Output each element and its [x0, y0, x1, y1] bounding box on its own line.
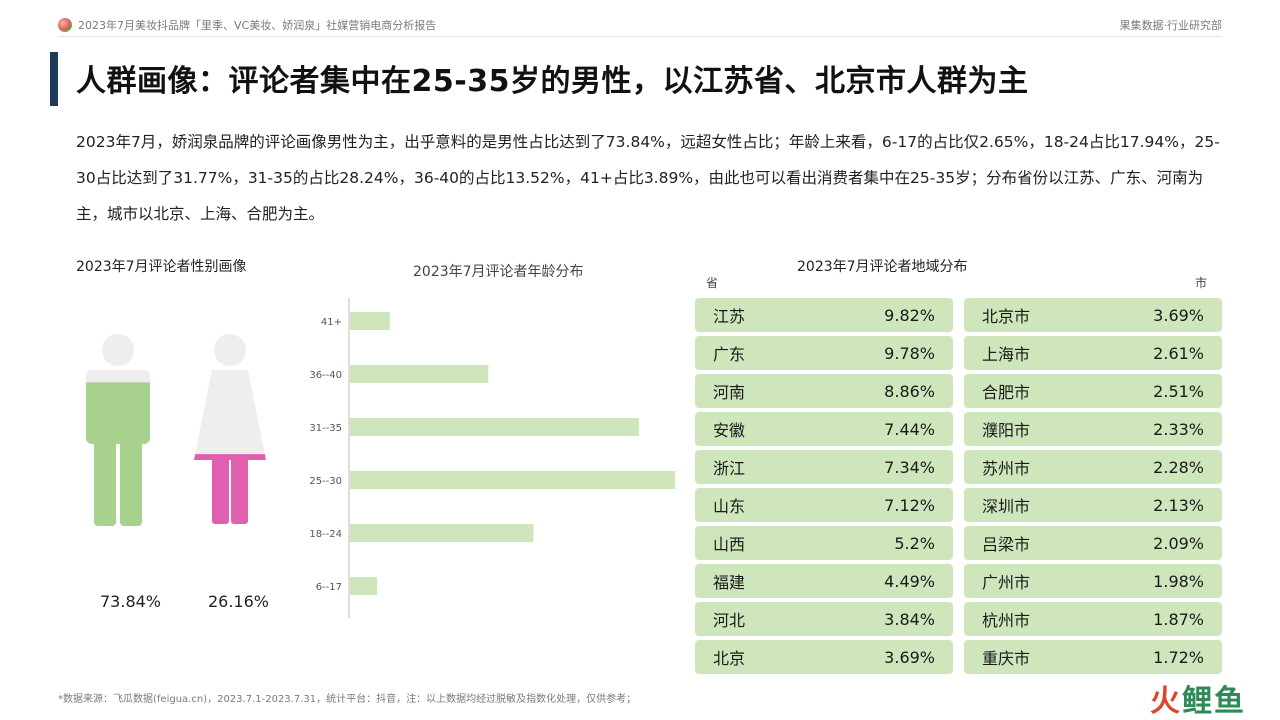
age-bar-18--24 — [350, 524, 534, 542]
province-name: 山西 — [713, 535, 746, 554]
province-value: 8.86% — [884, 381, 935, 401]
city-column-header: 市 — [1195, 276, 1208, 290]
male-percentage: 73.84% — [100, 592, 162, 611]
province-row: 江苏 9.82% — [695, 298, 953, 332]
province-row: 河北 3.84% — [695, 602, 953, 636]
report-header: 2023年7月美妆抖品牌「里季、VC美妆、娇润泉」社媒营销电商分析报告 — [58, 17, 436, 33]
female-percentage: 26.16% — [208, 592, 270, 611]
province-value: 7.34% — [884, 457, 935, 477]
province-value: 9.78% — [884, 343, 935, 363]
male-figure-icon — [86, 334, 150, 526]
age-bar-6--17 — [350, 577, 378, 595]
age-distribution-chart: 41+ 36--40 31--35 25--30 18--24 6--17 — [309, 298, 675, 618]
city-name: 濮阳市 — [982, 421, 1031, 440]
age-tick-label: 25--30 — [309, 476, 342, 487]
age-chart-title: 2023年7月评论者年龄分布 — [413, 264, 584, 280]
city-row: 北京市 3.69% — [964, 298, 1222, 332]
province-name: 福建 — [713, 573, 746, 592]
city-name: 合肥市 — [982, 383, 1031, 402]
age-tick-label: 6--17 — [316, 582, 342, 593]
province-row: 浙江 7.34% — [695, 450, 953, 484]
report-header-source: 果集数据·行业研究部 — [1119, 19, 1223, 32]
age-tick-label: 41+ — [321, 317, 342, 328]
city-value: 3.69% — [1153, 305, 1204, 325]
province-value: 7.44% — [884, 419, 935, 439]
age-tick-label: 18--24 — [309, 529, 342, 540]
city-value: 1.98% — [1153, 571, 1204, 591]
page-title: 人群画像：评论者集中在25-35岁的男性，以江苏省、北京市人群为主 — [76, 64, 1029, 99]
province-row: 山东 7.12% — [695, 488, 953, 522]
province-row: 北京 3.69% — [695, 640, 953, 674]
age-bar-36--40 — [350, 365, 489, 383]
city-name: 北京市 — [982, 307, 1031, 326]
city-value: 2.09% — [1153, 533, 1204, 553]
province-row: 河南 8.86% — [695, 374, 953, 408]
city-row: 苏州市 2.28% — [964, 450, 1222, 484]
province-value: 7.12% — [884, 495, 935, 515]
province-list: 江苏 9.82% 广东 9.78% 河南 8.86% 安徽 7.44% 浙江 7.34% 山东 7.1… — [695, 298, 953, 674]
age-bar-25--30 — [350, 471, 675, 489]
city-name: 苏州市 — [982, 459, 1031, 478]
province-name: 北京 — [713, 649, 746, 668]
province-value: 3.69% — [884, 647, 935, 667]
summary-paragraph: 2023年7月，娇润泉品牌的评论画像男性为主，出乎意料的是男性占比达到了73.8… — [76, 133, 1220, 223]
city-row: 广州市 1.98% — [964, 564, 1222, 598]
city-row: 合肥市 2.51% — [964, 374, 1222, 408]
city-row: 吕梁市 2.09% — [964, 526, 1222, 560]
city-value: 1.87% — [1153, 609, 1204, 629]
age-bar-31--35 — [350, 418, 639, 436]
province-value: 3.84% — [884, 609, 935, 629]
report-header-title: 2023年7月美妆抖品牌「里季、VC美妆、娇润泉」社媒营销电商分析报告 — [78, 19, 437, 32]
city-row: 上海市 2.61% — [964, 336, 1222, 370]
province-value: 4.49% — [884, 571, 935, 591]
gender-chart-title: 2023年7月评论者性别画像 — [76, 259, 247, 275]
female-figure-icon — [194, 334, 266, 524]
report-logo-icon — [58, 18, 72, 32]
province-name: 河南 — [713, 383, 746, 402]
city-value: 2.28% — [1153, 457, 1204, 477]
city-row: 濮阳市 2.33% — [964, 412, 1222, 446]
age-tick-label: 31--35 — [309, 423, 342, 434]
data-source-footnote: *数据来源：飞瓜数据(feigua.cn)，2023.7.1-2023.7.31… — [58, 694, 637, 705]
region-chart-title: 2023年7月评论者地域分布 — [797, 259, 968, 275]
city-row: 深圳市 2.13% — [964, 488, 1222, 522]
city-name: 吕梁市 — [982, 535, 1031, 554]
province-row: 福建 4.49% — [695, 564, 953, 598]
province-value: 9.82% — [884, 305, 935, 325]
city-row: 重庆市 1.72% — [964, 640, 1222, 674]
province-name: 河北 — [713, 611, 746, 630]
province-name: 江苏 — [713, 307, 746, 326]
city-value: 1.72% — [1153, 647, 1204, 667]
city-value: 2.61% — [1153, 343, 1204, 363]
province-name: 安徽 — [713, 421, 746, 440]
age-bar-41+ — [350, 312, 390, 330]
city-value: 2.51% — [1153, 381, 1204, 401]
city-name: 杭州市 — [982, 611, 1031, 630]
city-name: 广州市 — [982, 573, 1031, 592]
title-accent-bar — [50, 52, 58, 106]
province-column-header: 省 — [706, 276, 719, 290]
city-value: 2.13% — [1153, 495, 1204, 515]
province-row: 广东 9.78% — [695, 336, 953, 370]
province-name: 浙江 — [713, 459, 746, 478]
city-value: 2.33% — [1153, 419, 1204, 439]
city-name: 深圳市 — [982, 497, 1031, 516]
city-name: 上海市 — [982, 345, 1031, 364]
city-row: 杭州市 1.87% — [964, 602, 1222, 636]
city-list: 北京市 3.69% 上海市 2.61% 合肥市 2.51% 濮阳市 2.33% 苏州市 2.28%… — [964, 298, 1222, 674]
province-value: 5.2% — [894, 533, 935, 553]
province-row: 山西 5.2% — [695, 526, 953, 560]
province-name: 山东 — [713, 497, 746, 516]
province-name: 广东 — [713, 345, 746, 364]
age-tick-label: 36--40 — [309, 370, 342, 381]
brand-watermark: 火鲤鱼 — [1150, 684, 1246, 719]
header-divider — [58, 36, 1222, 37]
province-row: 安徽 7.44% — [695, 412, 953, 446]
city-name: 重庆市 — [982, 649, 1031, 668]
